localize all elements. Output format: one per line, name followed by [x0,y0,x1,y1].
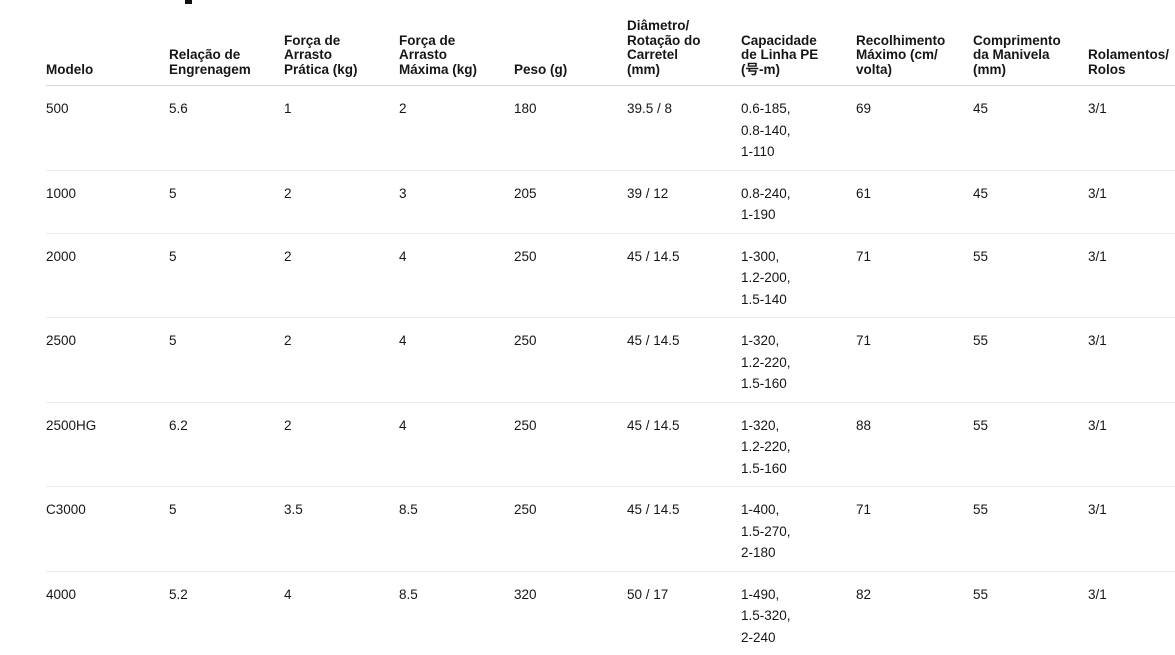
table-cell-relacao-de-engrenagem: 5.6 [169,86,284,171]
table-cell-forca-arrasto-pratica: 2 [284,402,399,487]
table-cell-recolhimento-maximo: 88 [856,402,973,487]
table-cell-modelo: 500 [46,86,169,171]
table-cell-capacidade-linha-pe: 1-320, 1.2-220, 1.5-160 [741,402,856,487]
table-cell-diametro-rotacao: 39 / 12 [627,170,741,233]
table-cell-capacidade-linha-pe: 0.6-185, 0.8-140, 1-110 [741,86,856,171]
table-cell-relacao-de-engrenagem: 5.2 [169,571,284,655]
table-cell-recolhimento-maximo: 61 [856,170,973,233]
column-header-recolhimento-maximo: Recolhimento Máximo (cm/ volta) [856,0,973,86]
table-cell-forca-arrasto-pratica: 1 [284,86,399,171]
table-cell-diametro-rotacao: 45 / 14.5 [627,233,741,318]
table-cell-capacidade-linha-pe: 1-300, 1.2-200, 1.5-140 [741,233,856,318]
column-header-relacao-de-engrenagem: Relação de Engrenagem [169,0,284,86]
column-header-modelo: Modelo [46,0,169,86]
table-cell-peso: 250 [514,233,627,318]
table-cell-comprimento-manivela: 55 [973,571,1088,655]
table-cell-modelo: 4000 [46,571,169,655]
table-cell-forca-arrasto-pratica: 2 [284,170,399,233]
table-cell-forca-arrasto-maxima: 3 [399,170,514,233]
table-cell-comprimento-manivela: 55 [973,402,1088,487]
column-header-diametro-rotacao: Diâmetro/ Rotação do Carretel (mm) [627,0,741,86]
table-cell-rolamentos-rolos: 3/1 [1088,170,1175,233]
table-cell-rolamentos-rolos: 3/1 [1088,487,1175,572]
table-cell-comprimento-manivela: 45 [973,170,1088,233]
table-cell-peso: 205 [514,170,627,233]
table-cell-modelo: 1000 [46,170,169,233]
table-cell-forca-arrasto-maxima: 4 [399,318,514,403]
table-cell-recolhimento-maximo: 82 [856,571,973,655]
table-cell-comprimento-manivela: 55 [973,487,1088,572]
table-cell-forca-arrasto-maxima: 4 [399,233,514,318]
table-cell-modelo: 2500HG [46,402,169,487]
table-cell-peso: 320 [514,571,627,655]
column-header-forca-arrasto-maxima: Força de Arrasto Máxima (kg) [399,0,514,86]
table-cell-rolamentos-rolos: 3/1 [1088,233,1175,318]
table-cell-forca-arrasto-maxima: 4 [399,402,514,487]
table-cell-rolamentos-rolos: 3/1 [1088,318,1175,403]
table-cell-capacidade-linha-pe: 1-400, 1.5-270, 2-180 [741,487,856,572]
table-cell-peso: 250 [514,487,627,572]
table-cell-comprimento-manivela: 45 [973,86,1088,171]
table-cell-diametro-rotacao: 45 / 14.5 [627,402,741,487]
table-cell-diametro-rotacao: 50 / 17 [627,571,741,655]
clipped-heading-fragment [185,0,192,4]
table-cell-relacao-de-engrenagem: 5 [169,318,284,403]
table-cell-recolhimento-maximo: 69 [856,86,973,171]
table-cell-recolhimento-maximo: 71 [856,233,973,318]
table-cell-capacidade-linha-pe: 0.8-240, 1-190 [741,170,856,233]
table-cell-relacao-de-engrenagem: 5 [169,170,284,233]
table-cell-peso: 250 [514,402,627,487]
table-cell-recolhimento-maximo: 71 [856,318,973,403]
table-cell-recolhimento-maximo: 71 [856,487,973,572]
column-header-capacidade-linha-pe: Capacidade de Linha PE (号-m) [741,0,856,86]
table-cell-diametro-rotacao: 45 / 14.5 [627,487,741,572]
table-cell-peso: 250 [514,318,627,403]
table-cell-rolamentos-rolos: 3/1 [1088,402,1175,487]
table-cell-modelo: C3000 [46,487,169,572]
table-cell-comprimento-manivela: 55 [973,233,1088,318]
column-header-forca-arrasto-pratica: Força de Arrasto Prática (kg) [284,0,399,86]
table-cell-modelo: 2000 [46,233,169,318]
table-cell-forca-arrasto-pratica: 2 [284,233,399,318]
table-cell-forca-arrasto-pratica: 3.5 [284,487,399,572]
column-header-comprimento-manivela: Comprimento da Manivela (mm) [973,0,1088,86]
table-cell-relacao-de-engrenagem: 6.2 [169,402,284,487]
table-cell-relacao-de-engrenagem: 5 [169,487,284,572]
table-cell-forca-arrasto-maxima: 8.5 [399,571,514,655]
table-cell-peso: 180 [514,86,627,171]
table-cell-comprimento-manivela: 55 [973,318,1088,403]
table-cell-capacidade-linha-pe: 1-320, 1.2-220, 1.5-160 [741,318,856,403]
table-cell-capacidade-linha-pe: 1-490, 1.5-320, 2-240 [741,571,856,655]
table-cell-forca-arrasto-pratica: 4 [284,571,399,655]
table-cell-forca-arrasto-maxima: 8.5 [399,487,514,572]
table-cell-rolamentos-rolos: 3/1 [1088,571,1175,655]
column-header-rolamentos-rolos: Rolamentos/ Rolos [1088,0,1175,86]
table-cell-forca-arrasto-maxima: 2 [399,86,514,171]
table-cell-rolamentos-rolos: 3/1 [1088,86,1175,171]
table-cell-diametro-rotacao: 39.5 / 8 [627,86,741,171]
table-cell-modelo: 2500 [46,318,169,403]
table-cell-diametro-rotacao: 45 / 14.5 [627,318,741,403]
table-cell-forca-arrasto-pratica: 2 [284,318,399,403]
table-cell-relacao-de-engrenagem: 5 [169,233,284,318]
column-header-peso: Peso (g) [514,0,627,86]
